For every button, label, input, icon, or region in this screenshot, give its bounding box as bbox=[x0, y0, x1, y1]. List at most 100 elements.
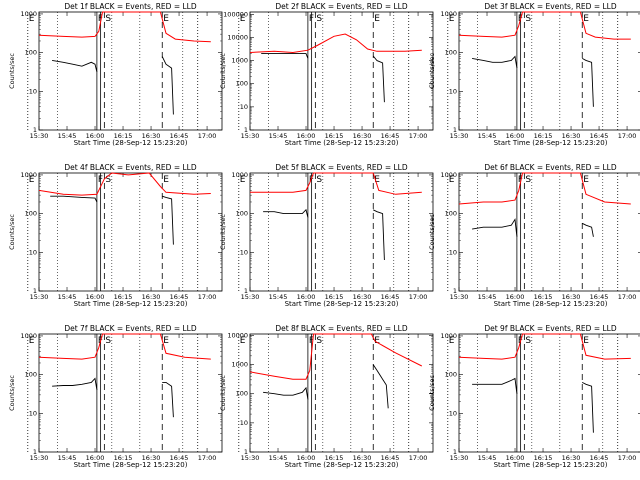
plot-frame bbox=[38, 11, 223, 131]
events-series-line bbox=[472, 55, 518, 69]
flag-marker-label: S bbox=[525, 336, 531, 346]
x-tick-label: 16:15 bbox=[325, 454, 344, 462]
y-tick-label: 10 bbox=[449, 248, 457, 256]
y-tick-label: 10000 bbox=[227, 33, 248, 41]
x-tick-label: 17:00 bbox=[409, 293, 428, 301]
lld-series-line bbox=[38, 333, 211, 360]
x-tick-label: 15:45 bbox=[478, 293, 497, 301]
flag-marker-label: F bbox=[518, 175, 523, 185]
x-tick-label: 16:00 bbox=[86, 293, 105, 301]
flag-marker-label: E bbox=[29, 175, 35, 185]
x-axis-label: Start Time (28-Sep-12 15:23:20) bbox=[285, 139, 399, 147]
y-tick-label: 100 bbox=[25, 49, 37, 57]
flag-marker-label: F bbox=[98, 175, 103, 185]
y-tick-label: 1 bbox=[33, 287, 37, 295]
plot-frame bbox=[249, 172, 434, 292]
events-series-line-after bbox=[581, 58, 594, 107]
x-tick-label: 17:00 bbox=[409, 454, 428, 462]
y-tick-label: 1 bbox=[33, 126, 37, 134]
detector-panel-6: Det 6f BLACK = Events, RED = LLD 1 10 100 10… bbox=[428, 163, 640, 308]
x-axis-label: Start Time (28-Sep-12 15:23:20) bbox=[74, 300, 188, 308]
flag-marker-label: E bbox=[29, 336, 35, 346]
y-axis-label: Counts/sec bbox=[428, 214, 436, 250]
panel-title: Det 7f BLACK = Events, RED = LLD bbox=[64, 324, 197, 333]
x-tick-label: 16:00 bbox=[297, 454, 316, 462]
x-tick-label: 15:30 bbox=[241, 454, 260, 462]
x-axis-label: Start Time (28-Sep-12 15:23:20) bbox=[74, 139, 188, 147]
y-axis-label: Counts/sec bbox=[8, 375, 16, 411]
x-tick-label: 16:30 bbox=[353, 293, 372, 301]
events-series-line-after bbox=[162, 195, 174, 245]
flag-marker-label: E bbox=[583, 175, 589, 185]
flag-marker-label: E bbox=[240, 336, 246, 346]
detector-panel-7: Det 7f BLACK = Events, RED = LLD 1 10 100 10… bbox=[8, 324, 223, 469]
x-tick-label: 16:45 bbox=[170, 293, 189, 301]
detector-panel-1: Det 1f BLACK = Events, RED = LLD 1 10 100 10… bbox=[8, 2, 223, 147]
y-axis-label: Counts/sec bbox=[428, 53, 436, 89]
flag-marker-label: E bbox=[374, 336, 380, 346]
x-tick-label: 15:45 bbox=[58, 454, 77, 462]
plot-frame bbox=[249, 11, 434, 131]
lld-series-line bbox=[38, 11, 211, 43]
x-tick-label: 16:45 bbox=[590, 132, 609, 140]
y-axis-label: Counts/sec bbox=[219, 375, 227, 411]
y-tick-label: 10 bbox=[29, 87, 37, 95]
events-series-line-after bbox=[581, 381, 594, 433]
y-tick-label: 1000 bbox=[231, 171, 248, 179]
lld-series-line bbox=[38, 172, 211, 196]
x-tick-label: 15:45 bbox=[269, 454, 288, 462]
flag-marker-label: E bbox=[374, 175, 380, 185]
x-tick-label: 17:00 bbox=[198, 454, 217, 462]
plot-frame bbox=[458, 11, 640, 131]
x-tick-label: 16:45 bbox=[170, 132, 189, 140]
x-tick-label: 17:00 bbox=[198, 132, 217, 140]
y-tick-label: 1000 bbox=[231, 361, 248, 369]
flag-marker-label: S bbox=[525, 14, 531, 24]
x-tick-label: 16:15 bbox=[114, 293, 133, 301]
x-tick-label: 16:15 bbox=[534, 132, 553, 140]
y-tick-label: 1 bbox=[453, 448, 457, 456]
flag-marker-label: S bbox=[316, 14, 322, 24]
y-tick-label: 100 bbox=[236, 80, 248, 88]
events-series-line bbox=[261, 53, 309, 59]
y-tick-label: 10 bbox=[449, 409, 457, 417]
panel-title: Det 6f BLACK = Events, RED = LLD bbox=[484, 163, 617, 172]
events-series-line bbox=[263, 386, 309, 400]
y-tick-label: 1 bbox=[453, 287, 457, 295]
x-tick-label: 16:30 bbox=[142, 132, 161, 140]
lld-series-line bbox=[458, 172, 631, 205]
x-axis-label: Start Time (28-Sep-12 15:23:20) bbox=[285, 461, 399, 469]
y-tick-label: 1000 bbox=[440, 171, 457, 179]
flag-marker-label: E bbox=[163, 175, 169, 185]
y-tick-label: 1000 bbox=[440, 10, 457, 18]
panel-title: Det 9f BLACK = Events, RED = LLD bbox=[484, 324, 617, 333]
panel-title: Det 8f BLACK = Events, RED = LLD bbox=[275, 324, 408, 333]
x-axis-label: Start Time (28-Sep-12 15:23:20) bbox=[74, 461, 188, 469]
flag-marker-label: F bbox=[98, 14, 103, 24]
x-tick-label: 16:15 bbox=[114, 454, 133, 462]
x-axis-label: Start Time (28-Sep-12 15:23:20) bbox=[494, 300, 608, 308]
flag-marker-label: E bbox=[583, 336, 589, 346]
flag-marker-label: E bbox=[163, 14, 169, 24]
y-tick-label: 10 bbox=[240, 103, 248, 111]
y-tick-label: 1000 bbox=[20, 10, 37, 18]
y-axis-label: Counts/sec bbox=[428, 375, 436, 411]
x-tick-label: 15:30 bbox=[30, 293, 49, 301]
panel-title: Det 3f BLACK = Events, RED = LLD bbox=[484, 2, 617, 11]
y-tick-label: 1 bbox=[244, 126, 248, 134]
x-tick-label: 16:45 bbox=[381, 132, 400, 140]
flag-marker-label: F bbox=[309, 175, 314, 185]
x-tick-label: 15:45 bbox=[478, 132, 497, 140]
flag-marker-label: E bbox=[240, 14, 246, 24]
detector-panel-2: Det 2f BLACK = Events, RED = LLD 1 10 100 10… bbox=[219, 2, 434, 147]
x-tick-label: 16:00 bbox=[506, 454, 525, 462]
y-tick-label: 10 bbox=[449, 87, 457, 95]
x-tick-label: 17:00 bbox=[198, 293, 217, 301]
flag-marker-label: E bbox=[583, 14, 589, 24]
y-tick-label: 100 bbox=[236, 390, 248, 398]
lld-series-line bbox=[249, 33, 422, 54]
x-tick-label: 15:30 bbox=[450, 454, 469, 462]
plot-frame bbox=[38, 333, 223, 453]
y-tick-label: 1000 bbox=[440, 332, 457, 340]
